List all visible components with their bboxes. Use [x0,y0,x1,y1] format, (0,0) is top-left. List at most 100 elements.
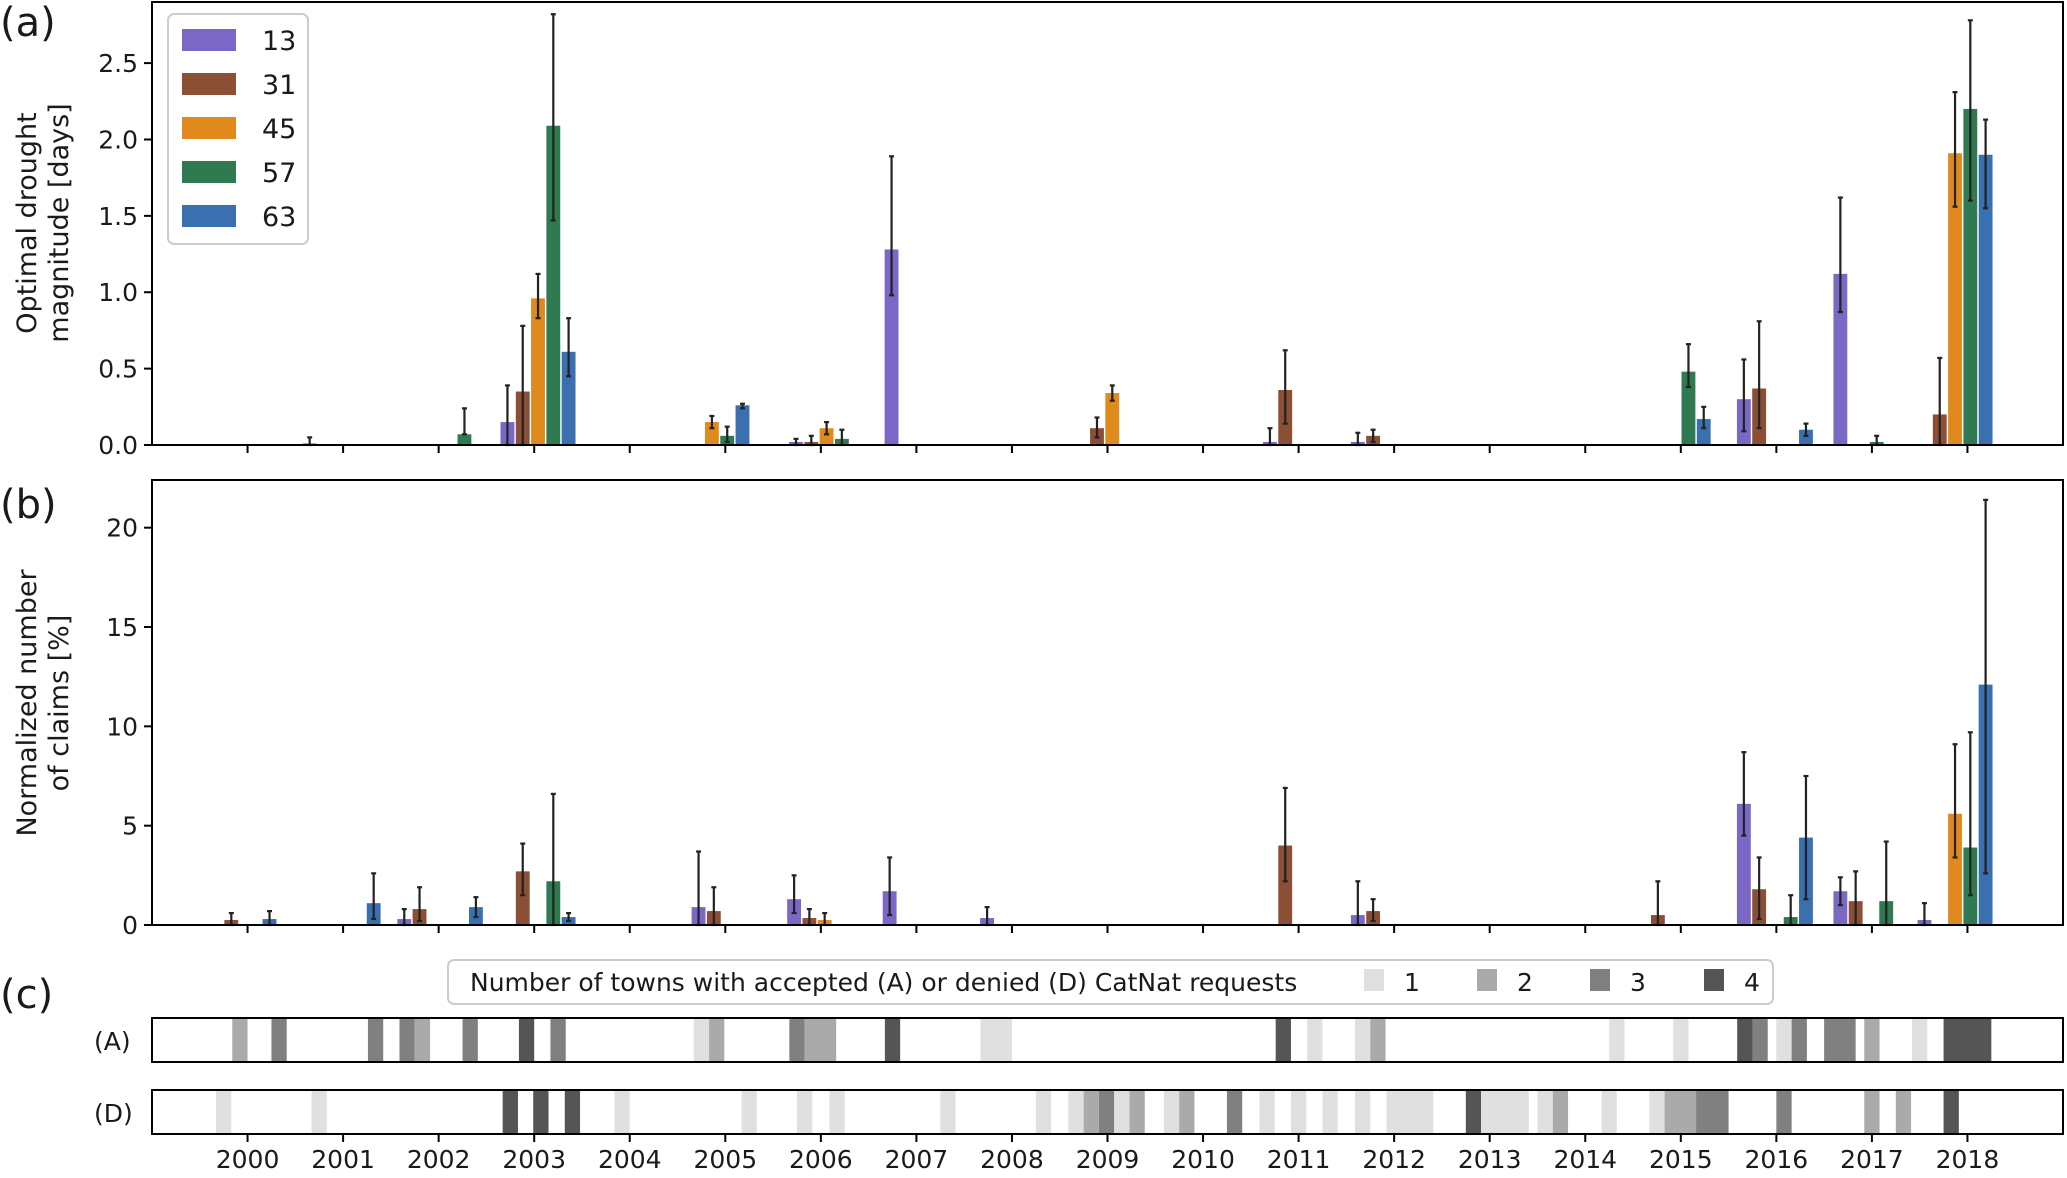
panel-c-cell-d [1696,1091,1729,1133]
panel-c-cell-a [367,1019,384,1061]
panel-c-cell-d [1035,1091,1052,1133]
panel-c-legend-frame [447,959,1774,1005]
panel-c-legend-swatch-4 [1704,969,1724,991]
panel-c-cell-d [1163,1091,1180,1133]
panel-a-ytick-label: 1.0 [98,278,138,307]
panel-a-bar-45 [1105,393,1120,445]
panel-c-cell-d [1290,1091,1307,1133]
panel-c-xtick-label: 2018 [1936,1145,2000,1174]
legend-swatch-57 [182,161,236,183]
panel-b-bar-31 [1278,845,1293,925]
panel-c-xtick-label: 2003 [502,1145,566,1174]
panel-b-frame [151,479,2064,926]
panel-c-cell-a [1370,1019,1386,1061]
panel-c-xtick-label: 2015 [1649,1145,1713,1174]
panel-c-cell-d [1322,1091,1338,1133]
panel-c-cell-a [1609,1019,1625,1061]
panel-a-bar-63 [1978,154,1993,446]
panel-c-cell-d [1864,1091,1880,1133]
panel-c-cell-a [1275,1019,1291,1061]
panel-a-ytick-label: 2.0 [98,125,138,154]
panel-c-cell-a [1824,1019,1856,1061]
panel-c-legend-swatch-1 [1364,969,1384,991]
panel-a-bars [302,13,1993,447]
panel-c-legend-level-1: 1 [1404,968,1420,997]
panel-c-legend-level-3: 3 [1630,968,1646,997]
legend-swatch-45 [182,117,236,139]
panel-a-bar-13 [1833,273,1848,445]
panel-c-xtick-label: 2001 [311,1145,375,1174]
panel-c-cell-d [1481,1091,1529,1133]
panel-c-cell-d [1259,1091,1275,1133]
legend-label-31: 31 [262,70,296,101]
panel-c-cell-a [232,1019,248,1061]
panel-a-frame [151,1,2064,446]
panel-c-xtick-label: 2006 [789,1145,853,1174]
panel-b-ylabel-line2: of claims [%] [44,615,75,792]
panel-c-cell-d [1465,1091,1482,1133]
panel-a-bar-57 [1681,371,1696,445]
panel-c-cell-d [216,1091,232,1133]
panel-c-cell-d [1552,1091,1569,1133]
panel-c-cell-a [1912,1019,1928,1061]
panel-a-ytick-label: 0.0 [98,431,138,460]
panel-c-xtick-label: 2007 [885,1145,949,1174]
panel-c-cell-a [804,1019,837,1061]
panel-c-cell-d [1895,1091,1912,1133]
panel-c: Number of towns with accepted (A) or den… [94,959,2064,1174]
panel-b-ytick-label: 10 [106,712,138,741]
panel-c-cell-d [1083,1091,1099,1133]
panel-c-xtick-label: 2014 [1553,1145,1617,1174]
panel-a-bar-57 [457,434,472,445]
panel-c-cell-d [1354,1091,1371,1133]
panel-c-row-label-a: (A) [94,1027,131,1056]
panel-c-xtick-label: 2005 [693,1145,757,1174]
panel-c-cell-a [1673,1019,1689,1061]
panel-a-bar-63 [561,351,576,445]
panel-a-bar-63 [1696,419,1711,445]
panel-c-xtick-label: 2016 [1745,1145,1809,1174]
panel-c-cells [216,1019,1992,1133]
panel-c-cell-d [1776,1091,1792,1133]
panel-c-cell-d [564,1091,581,1133]
panel-c-legend-swatch-2 [1477,969,1497,991]
panel-label-b: (b) [0,482,57,528]
panel-c-cell-a [518,1019,535,1061]
panel-a-bar-57 [1963,108,1978,446]
panel-c-legend-level-4: 4 [1744,968,1760,997]
panel-c-cell-a [1943,1019,1992,1061]
panel-b-bar-13 [1833,891,1848,925]
panel-a-ytick-label: 2.5 [98,49,138,78]
panel-b-bar-45 [1948,813,1962,925]
panel-c-cell-d [1114,1091,1130,1133]
panel-c-cell-a [414,1019,431,1061]
panel-a-ylabel-line1: Optimal drought [12,112,43,334]
panel-c-row-label-d: (D) [94,1099,133,1128]
panel-a-bar-57 [546,125,561,445]
panel-c-cell-d [1664,1091,1697,1133]
panel-c-xtick-label: 2017 [1840,1145,1904,1174]
panel-a-axis: 0.0 0.5 1.0 1.5 2.0 2.5 [98,49,1969,460]
panel-b-ytick-label: 5 [122,812,138,841]
panel-c-cell-a [1776,1019,1792,1061]
panel-c-axis: 2000 2001 2002 2003 2004 2005 2006 2007 2008 2009… [216,1134,2000,1174]
panel-c-cell-d [614,1091,630,1133]
panel-c-cell-a [399,1019,415,1061]
panel-a-bar-13 [884,249,899,445]
panel-c-cell-d [1943,1091,1959,1133]
panel-a-ylabel-line2: magnitude [days] [44,103,75,342]
panel-c-xtick-label: 2002 [407,1145,471,1174]
panel-a-bar-45 [1948,153,1962,446]
panel-label-c: (c) [0,972,53,1018]
panel-c-cell-a [1864,1019,1880,1061]
panel-c-cell-a [980,1019,1012,1061]
panel-c-cell-a [271,1019,287,1061]
panel-c-cell-a [550,1019,566,1061]
panel-a-bar-63 [735,405,750,445]
panel-a-bar-45 [704,422,719,445]
panel-c-xtick-label: 2009 [1076,1145,1140,1174]
panel-a: 0.0 0.5 1.0 1.5 2.0 2.5 Optimal drought magni… [12,1,2064,460]
panel-c-cell-d [1537,1091,1553,1133]
panel-b-bars [224,498,1993,927]
